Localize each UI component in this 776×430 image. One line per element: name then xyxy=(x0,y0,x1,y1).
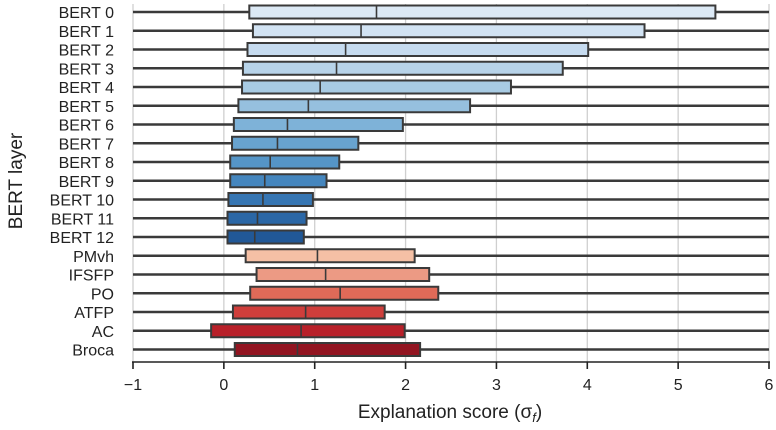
box-6 xyxy=(232,117,404,132)
box-0 xyxy=(248,4,717,20)
category-label-17: AC xyxy=(92,324,114,341)
x-tick-label-2: 1 xyxy=(310,377,319,394)
category-label-8: BERT 8 xyxy=(59,155,115,172)
category-label-4: BERT 4 xyxy=(59,80,115,97)
box-13 xyxy=(244,248,416,264)
box-12 xyxy=(226,229,305,245)
box-15 xyxy=(249,285,440,301)
box-18 xyxy=(233,342,422,357)
box-10 xyxy=(227,192,314,207)
box-4 xyxy=(241,79,512,95)
box-8 xyxy=(229,154,341,170)
box-group xyxy=(210,4,717,357)
category-label-15: PO xyxy=(91,286,114,303)
box-2 xyxy=(246,42,590,57)
x-tick-label-4: 3 xyxy=(492,377,501,394)
box-17 xyxy=(210,323,406,339)
x-axis: −1 0 1 2 3 4 5 6 xyxy=(124,361,774,394)
x-tick-label-6: 5 xyxy=(674,377,683,394)
category-label-10: BERT 10 xyxy=(50,193,114,210)
x-tick-label-5: 4 xyxy=(583,377,592,394)
category-label-18: Broca xyxy=(72,343,114,360)
y-axis-label: BERT layer xyxy=(6,132,27,229)
x-tick-label-3: 2 xyxy=(401,377,410,394)
box-3 xyxy=(241,60,564,76)
box-5 xyxy=(237,98,472,114)
category-label-0: BERT 0 xyxy=(59,5,115,22)
box-1 xyxy=(251,23,646,39)
x-axis-label-close: ) xyxy=(536,402,542,423)
category-label-13: PMvh xyxy=(73,249,114,266)
box-16 xyxy=(231,304,386,320)
category-label-3: BERT 3 xyxy=(59,61,115,78)
vertical-gridlines xyxy=(132,4,770,362)
x-axis-label: Explanation score (σf) xyxy=(358,402,542,425)
box-11 xyxy=(226,210,308,226)
category-label-6: BERT 6 xyxy=(59,118,115,135)
x-tick-label-7: 6 xyxy=(765,377,774,394)
category-label-11: BERT 11 xyxy=(51,211,114,228)
category-label-14: IFSFP xyxy=(69,268,114,285)
box-7 xyxy=(231,135,360,151)
x-axis-label-main: Explanation score (σ xyxy=(358,402,533,423)
category-label-1: BERT 1 xyxy=(59,24,115,41)
box-14 xyxy=(255,267,431,282)
category-label-2: BERT 2 xyxy=(59,43,115,60)
box-9 xyxy=(229,173,328,189)
x-tick-label-1: 0 xyxy=(219,377,228,394)
category-label-12: BERT 12 xyxy=(50,230,114,247)
category-label-7: BERT 7 xyxy=(59,136,115,153)
category-label-5: BERT 5 xyxy=(59,99,115,116)
x-tick-label-0: −1 xyxy=(124,377,142,394)
x-axis-label-subscript: f xyxy=(532,410,537,425)
category-label-9: BERT 9 xyxy=(59,174,115,191)
category-label-16: ATFP xyxy=(74,305,114,322)
